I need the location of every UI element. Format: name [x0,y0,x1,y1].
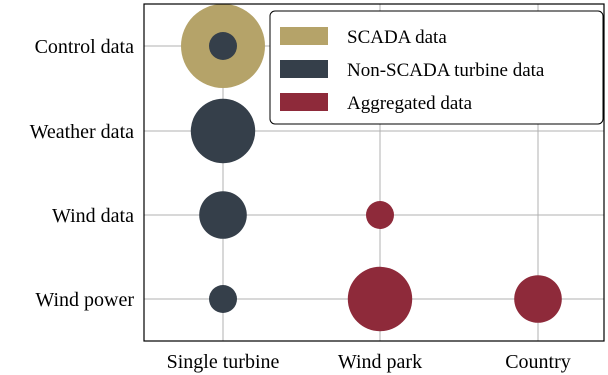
bubble-aggregated-data-country-wind-power [514,275,562,323]
plot-frame [143,3,605,342]
bubble-non-scada-turbine-data-single-turbine-wind-power [209,285,237,313]
legend-items: SCADA data Non-SCADA turbine data Aggregat… [280,27,545,114]
y-tick-label-control-data: Control data [35,36,135,58]
x-tick-label-single-turbine: Single turbine [167,351,280,373]
y-tick-label-wind-power: Wind power [35,289,134,311]
bubble-aggregated-data-wind-park-wind-power [347,266,413,332]
y-axis-tick-labels: Control data Weather data Wind data Wind po… [30,36,135,311]
legend-swatch-non-scada-turbine-data [280,60,328,78]
legend-box [269,10,604,125]
x-axis-tick-labels: Single turbine Wind park Country [167,351,571,373]
bubble-aggregated-data-wind-park-wind-data [366,201,394,229]
legend-swatch-aggregated-data [280,93,328,111]
bubble-non-scada-turbine-data-single-turbine-weather-data [190,98,256,164]
data-points [181,4,562,332]
legend: SCADA data Non-SCADA turbine data Aggregat… [269,10,604,125]
legend-label-non-scada-turbine-data: Non-SCADA turbine data [347,60,545,81]
y-tick-label-wind-data: Wind data [52,205,134,227]
legend-swatch-scada-data [280,27,328,45]
x-tick-label-wind-park: Wind park [338,351,422,373]
legend-label-scada-data: SCADA data [347,27,447,48]
y-tick-label-weather-data: Weather data [30,121,135,143]
bubble-non-scada-turbine-data-single-turbine-wind-data [199,191,247,239]
legend-label-aggregated-data: Aggregated data [347,93,473,114]
bubble-non-scada-turbine-data-single-turbine-control-data [209,32,237,60]
x-tick-label-country: Country [505,351,571,373]
